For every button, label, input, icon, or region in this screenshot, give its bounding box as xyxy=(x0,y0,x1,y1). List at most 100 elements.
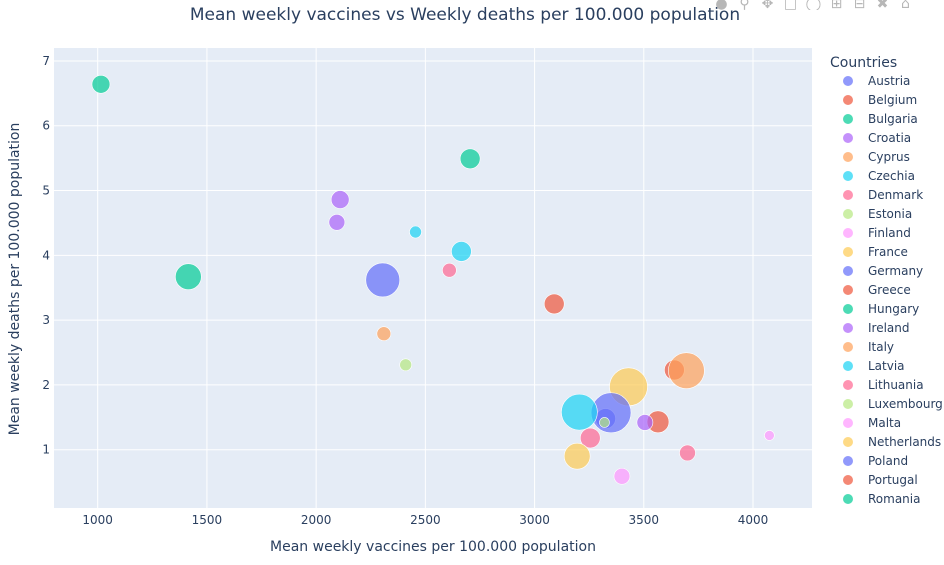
legend-item-denmark[interactable]: Denmark xyxy=(843,188,923,202)
legend-label: Malta xyxy=(868,416,901,430)
chart-title: Mean weekly vaccines vs Weekly deaths pe… xyxy=(190,5,740,25)
legend-item-czechia[interactable]: Czechia xyxy=(843,169,915,183)
legend-title: Countries xyxy=(830,55,897,71)
point-germany[interactable] xyxy=(365,262,401,298)
zoom-out-icon[interactable]: ⊟ xyxy=(853,0,866,10)
legend-item-ireland[interactable]: Ireland xyxy=(843,321,910,335)
home-icon[interactable]: ⌂ xyxy=(901,0,910,10)
legend-item-belgium[interactable]: Belgium xyxy=(843,93,917,107)
point-italy[interactable] xyxy=(668,352,705,389)
legend-item-cyprus[interactable]: Cyprus xyxy=(843,150,910,164)
legend-marker xyxy=(843,114,853,124)
point-czechia[interactable] xyxy=(409,225,422,239)
series-estonia xyxy=(399,358,412,372)
legend-item-estonia[interactable]: Estonia xyxy=(843,207,912,221)
point-denmark[interactable] xyxy=(442,262,457,278)
point-ireland[interactable] xyxy=(636,414,654,431)
x-axis-ticks: 1000 1500 2000 2500 3000 3500 4000 xyxy=(82,513,768,527)
legend-marker xyxy=(843,266,853,276)
y-tick-label: 2 xyxy=(42,378,50,392)
point-croatia[interactable] xyxy=(328,213,346,231)
legend-marker xyxy=(843,418,853,428)
zoom-in-icon[interactable]: ⊞ xyxy=(830,0,843,10)
point-greece[interactable] xyxy=(543,293,565,315)
legend-marker xyxy=(843,361,853,371)
series-lithuania xyxy=(579,427,696,462)
legend-label: Finland xyxy=(868,226,911,240)
y-tick-label: 6 xyxy=(42,119,50,133)
legend-item-france[interactable]: France xyxy=(843,245,908,259)
point-finland[interactable] xyxy=(613,467,631,485)
legend-label: Poland xyxy=(868,454,908,468)
x-tick-label: 2000 xyxy=(301,513,332,527)
legend-item-portugal[interactable]: Portugal xyxy=(843,473,918,487)
legend-item-croatia[interactable]: Croatia xyxy=(843,131,911,145)
legend-label: Lithuania xyxy=(868,378,924,392)
point-bulgaria[interactable] xyxy=(459,148,481,170)
legend-item-poland[interactable]: Poland xyxy=(843,454,908,468)
series-finland xyxy=(613,430,775,485)
legend-item-greece[interactable]: Greece xyxy=(843,283,911,297)
point-finland[interactable] xyxy=(764,430,775,441)
legend-label: Cyprus xyxy=(868,150,910,164)
x-tick-label: 4000 xyxy=(738,513,769,527)
legend-item-romania[interactable]: Romania xyxy=(843,492,920,506)
pan-icon[interactable]: ✥ xyxy=(761,0,774,10)
point-bulgaria[interactable] xyxy=(175,263,202,291)
legend-item-netherlands[interactable]: Netherlands xyxy=(843,435,941,449)
legend-item-malta[interactable]: Malta xyxy=(843,416,901,430)
series-cyprus xyxy=(376,326,392,342)
zoom-icon[interactable]: ⚲ xyxy=(739,0,750,10)
point-bulgaria[interactable] xyxy=(91,74,111,94)
camera-icon[interactable]: ● xyxy=(715,0,728,10)
point-croatia[interactable] xyxy=(330,190,350,209)
y-tick-label: 3 xyxy=(42,313,50,327)
series-latvia xyxy=(561,393,598,431)
legend-label: Belgium xyxy=(868,93,917,107)
scatter-points xyxy=(91,74,775,485)
legend-label: Germany xyxy=(868,264,923,278)
point-lithuania[interactable] xyxy=(679,444,696,462)
legend-label: Luxembourg xyxy=(868,397,943,411)
legend-marker xyxy=(843,285,853,295)
legend-label: Portugal xyxy=(868,473,918,487)
legend-marker xyxy=(843,380,853,390)
legend-item-latvia[interactable]: Latvia xyxy=(843,359,905,373)
x-tick-label: 3000 xyxy=(519,513,550,527)
legend-item-lithuania[interactable]: Lithuania xyxy=(843,378,924,392)
legend-item-bulgaria[interactable]: Bulgaria xyxy=(843,112,918,126)
series-netherlands xyxy=(563,442,591,470)
box-select-icon[interactable]: □ xyxy=(783,0,798,10)
point-latvia[interactable] xyxy=(561,393,598,431)
legend-marker xyxy=(843,133,853,143)
legend-item-luxembourg[interactable]: Luxembourg xyxy=(843,397,943,411)
legend-label: Hungary xyxy=(868,302,919,316)
legend-item-finland[interactable]: Finland xyxy=(843,226,911,240)
legend-marker xyxy=(843,323,853,333)
legend-label: Romania xyxy=(868,492,920,506)
point-czechia[interactable] xyxy=(451,241,472,262)
legend-label: Croatia xyxy=(868,131,911,145)
legend-label: Ireland xyxy=(868,321,910,335)
legend-item-italy[interactable]: Italy xyxy=(843,340,894,354)
lasso-select-icon[interactable]: ◯ xyxy=(805,0,822,10)
point-luxembourg[interactable] xyxy=(599,417,610,428)
y-axis-ticks: 1 2 3 4 5 6 7 xyxy=(42,54,50,457)
point-lithuania[interactable] xyxy=(579,427,601,449)
point-netherlands[interactable] xyxy=(563,442,591,470)
x-axis-title: Mean weekly vaccines per 100.000 populat… xyxy=(270,539,596,555)
autoscale-icon[interactable]: ✖ xyxy=(876,0,889,10)
legend-label: Greece xyxy=(868,283,911,297)
point-estonia[interactable] xyxy=(399,358,412,372)
legend-label: France xyxy=(868,245,908,259)
legend-item-germany[interactable]: Germany xyxy=(843,264,923,278)
y-tick-label: 4 xyxy=(42,248,50,262)
point-cyprus[interactable] xyxy=(376,326,392,342)
legend-marker xyxy=(843,152,853,162)
legend-item-hungary[interactable]: Hungary xyxy=(843,302,919,316)
legend-item-austria[interactable]: Austria xyxy=(843,74,910,88)
legend: Countries Austria Belgium Bulgaria Croatia C… xyxy=(830,55,943,506)
plot-area xyxy=(54,48,812,508)
legend-marker xyxy=(843,76,853,86)
legend-marker xyxy=(843,437,853,447)
